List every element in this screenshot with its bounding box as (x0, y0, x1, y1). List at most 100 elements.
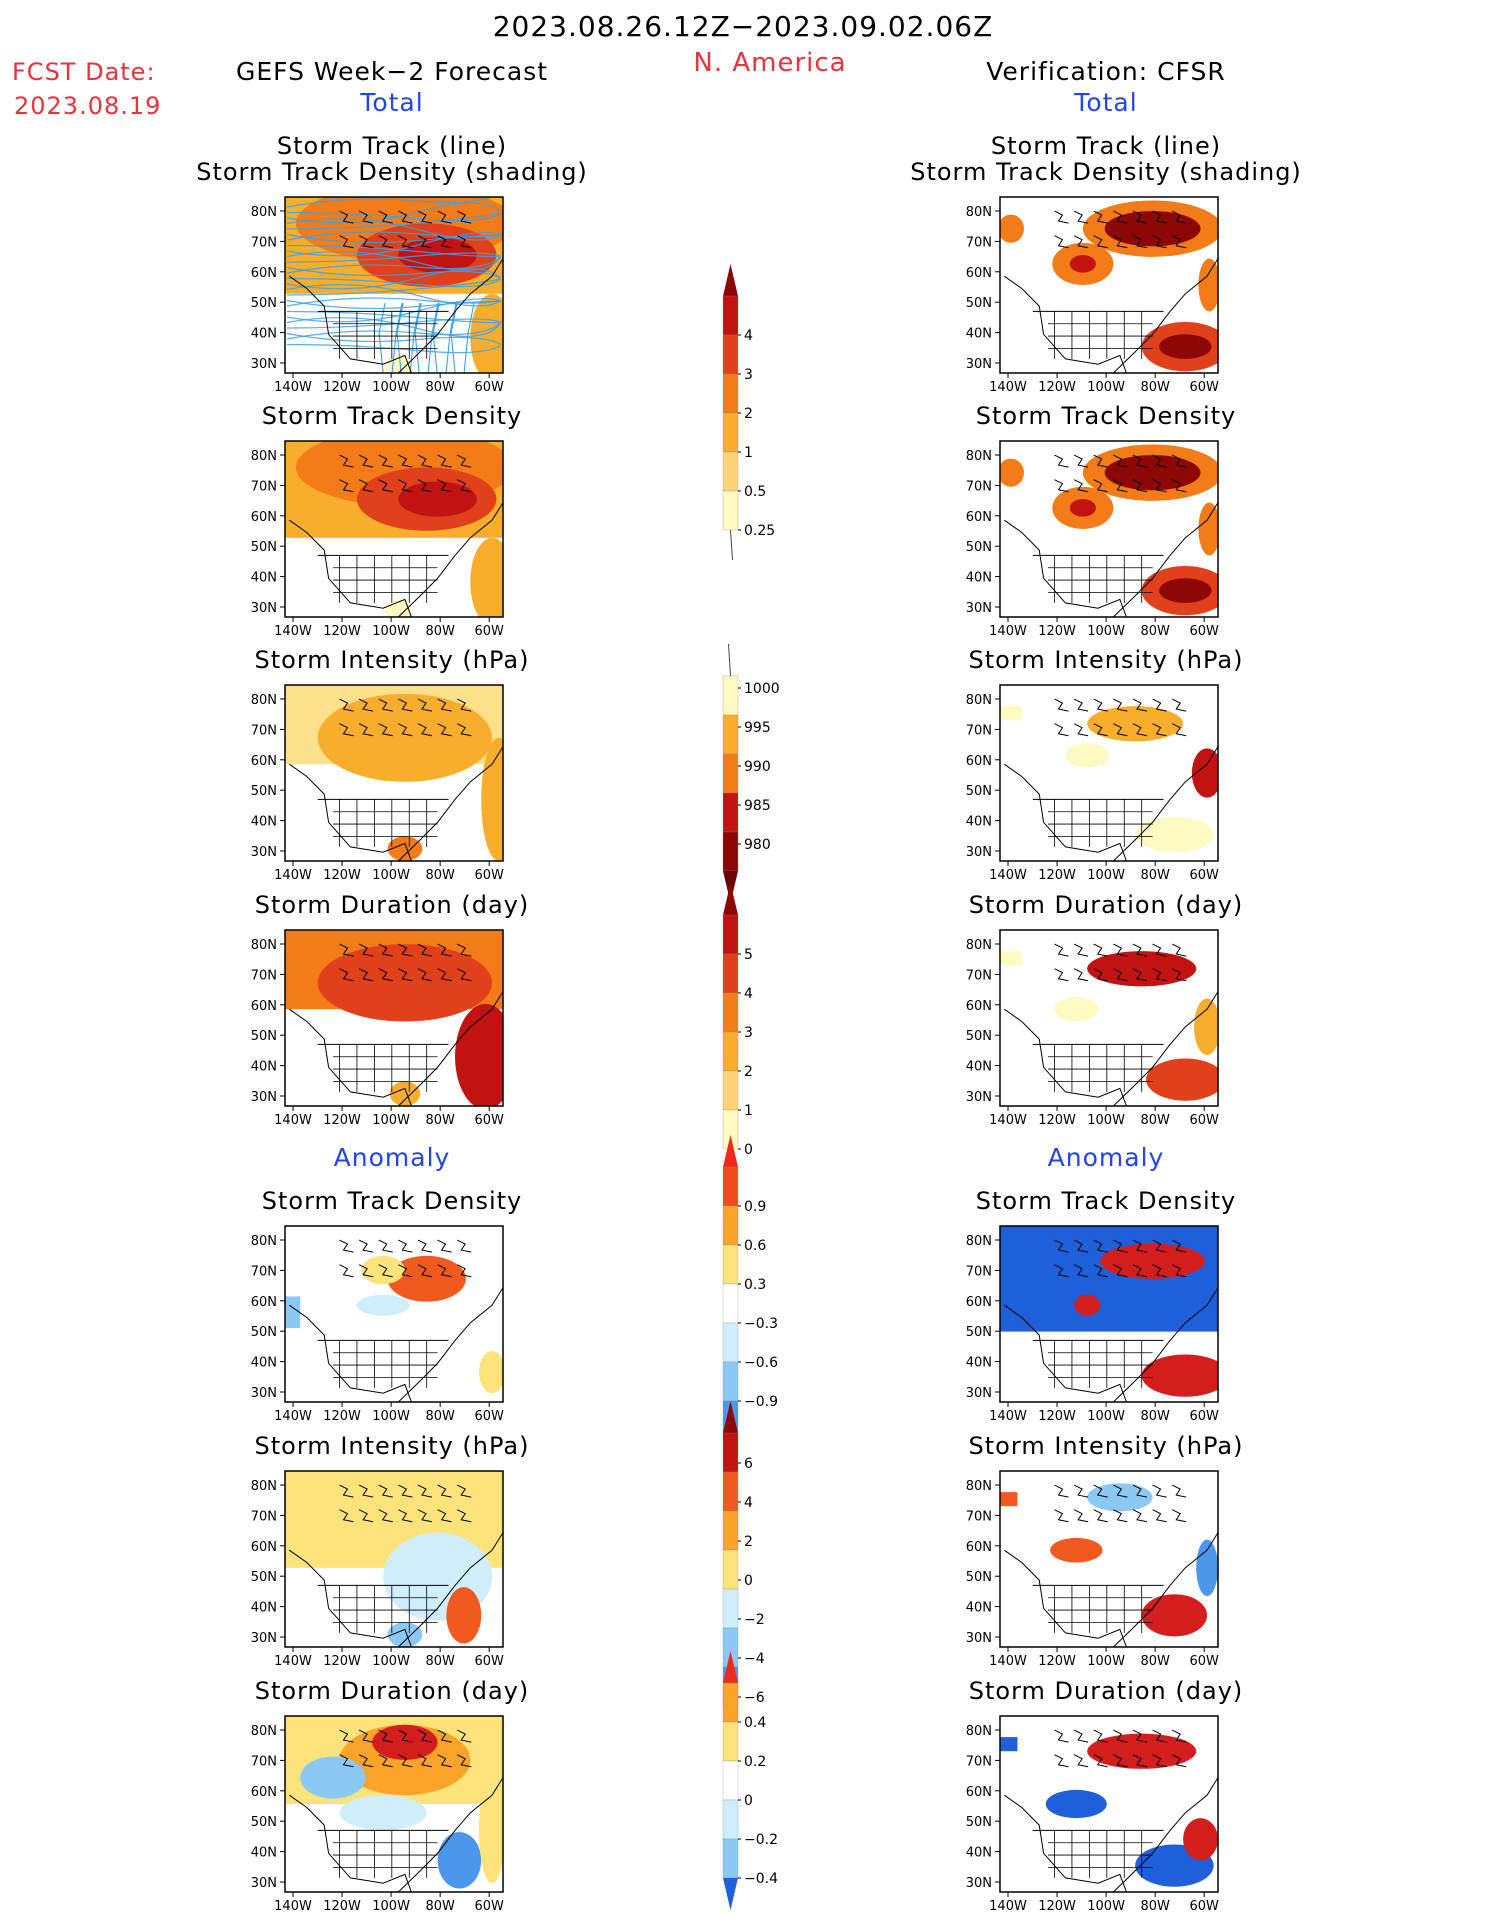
arctic-island (1054, 1729, 1069, 1743)
arctic-island (398, 698, 413, 712)
lon-tick-label: 120W (323, 1409, 361, 1424)
density-blob (356, 1294, 410, 1316)
lat-tick-label: 80N (966, 1479, 992, 1494)
left-panel-4-title: Storm Duration (day) (254, 891, 530, 919)
colorbar-segment (722, 334, 739, 375)
colorbar-segment (722, 373, 739, 414)
arctic-island (1132, 454, 1148, 468)
lat-tick-label: 50N (251, 296, 277, 311)
grid-cell (1000, 1226, 1218, 1332)
arctic-island (1054, 943, 1069, 957)
arctic-island (1093, 943, 1108, 957)
arctic-island (1132, 479, 1148, 493)
arctic-island (339, 723, 354, 737)
lon-tick-label: 60W (1189, 624, 1219, 639)
lat-tick-label: 30N (966, 1386, 992, 1401)
lon-tick-label: 100W (372, 380, 410, 395)
arctic-island (358, 1484, 374, 1498)
arctic-island (437, 1484, 452, 1498)
colorbar-tick-label: −4 (744, 1651, 765, 1667)
map-frame (999, 1470, 1219, 1648)
arctic-island (398, 1509, 413, 1523)
arctic-island (1073, 1239, 1089, 1253)
arctic-island (1093, 1239, 1108, 1253)
lon-tick-label: 140W (989, 1409, 1027, 1424)
arctic-island (1113, 943, 1128, 957)
arctic-island (358, 723, 374, 737)
colorbar-segment (722, 412, 739, 453)
arctic-island (398, 1729, 413, 1743)
colorbar-tick-label: 0.5 (744, 484, 766, 500)
colorbar-tick-label: −0.4 (744, 1871, 778, 1887)
colorbar-segment (722, 1838, 739, 1879)
map-content (1000, 200, 1218, 373)
arctic-island (1054, 1239, 1069, 1253)
map-content (1000, 698, 1218, 861)
storm-track-line (286, 268, 502, 290)
lat-tick-label: 80N (966, 693, 992, 708)
density-blob (317, 944, 493, 1022)
lon-tick-label: 60W (1189, 1899, 1219, 1914)
arctic-island (358, 454, 374, 468)
arctic-island (1152, 1484, 1167, 1498)
arctic-island (358, 968, 374, 982)
arctic-island (1132, 698, 1148, 712)
lat-tick-label: 70N (966, 1264, 992, 1279)
arctic-island (1171, 723, 1187, 737)
right-panel-4-title: Storm Duration (day) (968, 891, 1244, 919)
lat-tick-label: 30N (966, 1631, 992, 1646)
density-blob (479, 1777, 503, 1884)
lon-tick-label: 60W (1189, 1113, 1219, 1128)
lat-tick-label: 70N (966, 235, 992, 250)
arctic-island (398, 479, 413, 493)
lat-tick-label: 40N (251, 815, 277, 830)
lat-tick-label: 50N (251, 784, 277, 799)
arctic-island (1054, 1754, 1069, 1768)
arctic-island (1113, 1729, 1128, 1743)
lon-tick-label: 80W (425, 1409, 455, 1424)
lat-tick-label: 70N (966, 1754, 992, 1769)
arctic-island (1073, 698, 1089, 712)
arctic-island (1152, 1239, 1167, 1253)
fcst-label: FCST Date: (12, 58, 156, 86)
arctic-island (1171, 1484, 1187, 1498)
map-content (285, 1716, 503, 1892)
left-total-label: Total (360, 88, 424, 117)
lat-tick-label: 30N (251, 1090, 277, 1105)
colorbar-tick-label: 0.2 (744, 1754, 766, 1770)
map-content (285, 930, 503, 1106)
arctic-island (339, 235, 354, 249)
colorbar-segment (722, 831, 739, 872)
colorbar-tick-label: 980 (744, 837, 771, 853)
arctic-island (1171, 1729, 1187, 1743)
right-map-panel-7: 80N 70N 60N 50N 40N 30N 140W 120W 100W 80W 60W (966, 1715, 1219, 1914)
lon-tick-label: 120W (323, 1654, 361, 1669)
coastline (1113, 746, 1218, 861)
storm-track-line (286, 244, 501, 258)
density-blob (1087, 706, 1184, 742)
arctic-island (1152, 235, 1167, 249)
density-blob (1196, 1539, 1218, 1596)
arctic-island (1073, 1509, 1089, 1523)
map-content (1000, 1729, 1218, 1892)
arctic-island (417, 968, 433, 982)
left-map-panel-2: 80N 70N 60N 50N 40N 30N 140W 120W 100W 80W 60W (251, 440, 504, 639)
arctic-island (1132, 1509, 1148, 1523)
arctic-island (1171, 454, 1187, 468)
arctic-island (1093, 479, 1108, 493)
density-blob (387, 1622, 423, 1647)
density-blob (455, 1003, 503, 1106)
density-blob (1198, 502, 1218, 556)
storm-track-line (286, 277, 501, 288)
lat-tick-label: 70N (251, 1264, 277, 1279)
arctic-island (1171, 1754, 1187, 1768)
colorbar-segment (722, 1361, 739, 1402)
colorbar-segment (722, 490, 739, 531)
colorbar-segment (722, 953, 739, 994)
colorbar-cap-top (723, 1135, 738, 1167)
lon-tick-label: 120W (323, 868, 361, 883)
arctic-island (339, 698, 354, 712)
arctic-island (1113, 1509, 1128, 1523)
lon-tick-label: 140W (989, 1654, 1027, 1669)
colorbar-segment (722, 295, 739, 336)
